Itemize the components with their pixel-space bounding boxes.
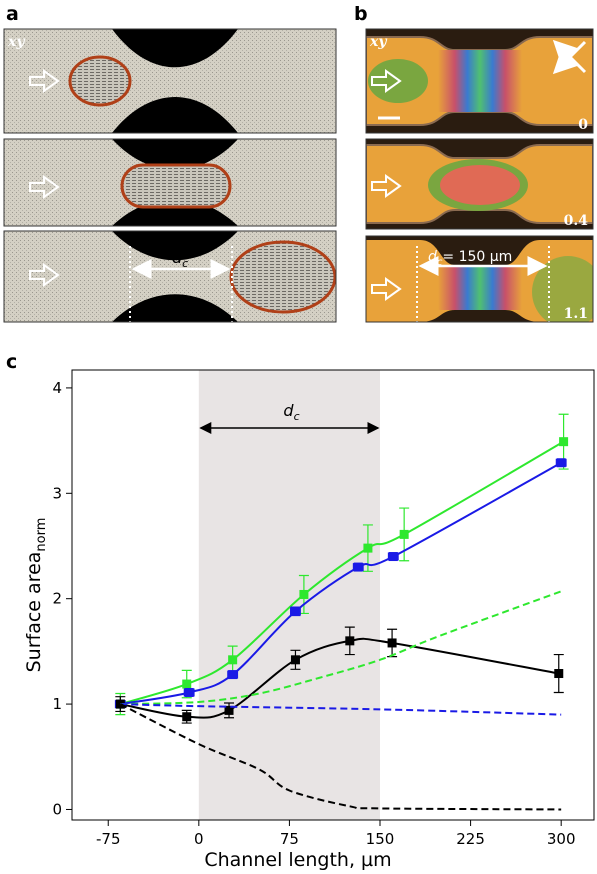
shaded-span [199, 370, 380, 820]
figure: a b c xy dc xy 0 0.4 1.1 dc= 150 µm d c -7… [0, 0, 597, 874]
panel-label: a [6, 3, 19, 25]
y-axis-label: Surface areanorm [23, 518, 49, 673]
x-tick-label: -75 [96, 830, 121, 848]
marker [228, 655, 237, 664]
y-tick-label: 4 [52, 379, 62, 397]
frame-label: 0.4 [564, 213, 589, 229]
y-label-main: Surface area [23, 552, 45, 673]
x-tick-label: 300 [547, 830, 576, 848]
corner-label: xy [369, 34, 387, 50]
dc-value: = 150 µm [442, 249, 512, 265]
micrograph-a: xy dc [4, 29, 336, 322]
y-tick-label: 3 [52, 484, 62, 502]
panel-label: b [354, 3, 368, 25]
dc: d [428, 249, 437, 265]
marker [389, 552, 398, 561]
marker [299, 590, 308, 599]
x-tick-label: 75 [280, 830, 299, 848]
x-tick-label: 225 [456, 830, 485, 848]
x-axis-label: Channel length, µm [204, 849, 391, 871]
x-tick-label: 0 [194, 830, 204, 848]
y-label-sub: norm [34, 518, 49, 552]
marker [291, 607, 300, 616]
marker [400, 530, 409, 539]
marker [345, 636, 354, 645]
marker [557, 458, 566, 467]
marker [559, 437, 568, 446]
y-tick-label: 1 [52, 695, 62, 713]
marker [363, 544, 372, 553]
panel-label: c [6, 351, 17, 373]
x-tick-label: 150 [366, 830, 395, 848]
marker [554, 669, 563, 678]
marker [291, 655, 300, 664]
frame-label: 1.1 [564, 306, 588, 322]
marker [388, 638, 397, 647]
y-tick-label: 2 [52, 590, 62, 608]
marker [228, 670, 237, 679]
marker [354, 563, 363, 572]
marker [182, 712, 191, 721]
marker [185, 688, 194, 697]
frame-label: 0 [578, 117, 588, 133]
y-tick-label: 0 [52, 800, 62, 818]
dc-sub: c [182, 257, 188, 270]
annotation-sub: c [294, 410, 300, 423]
corner-label: xy [7, 34, 25, 50]
marker [182, 680, 191, 689]
micrograph-b: xy 0 0.4 1.1 dc= 150 µm [366, 29, 597, 328]
